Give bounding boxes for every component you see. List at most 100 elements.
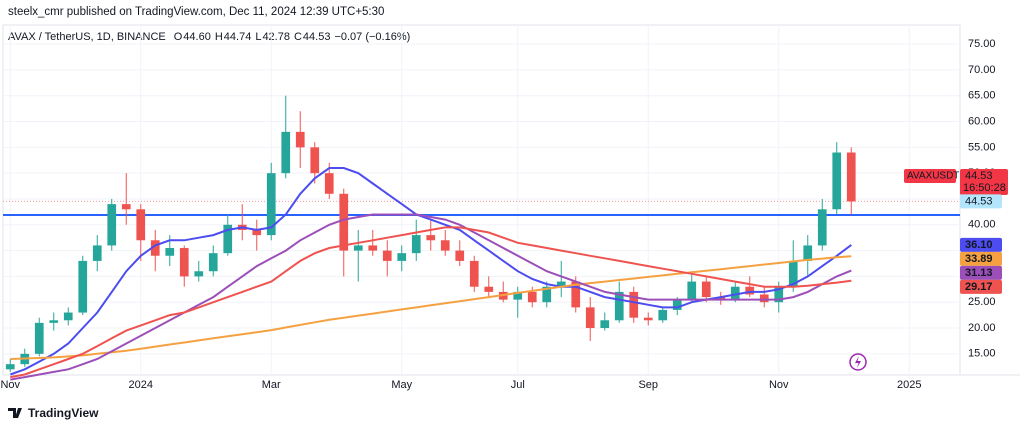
candle-body: [266, 173, 276, 236]
candle-body: [745, 286, 755, 295]
candle-body: [150, 240, 160, 256]
price-tag-label: 29.17: [965, 281, 993, 293]
legend-change: −0.07 (−0.16%): [334, 31, 410, 43]
candle-body: [194, 271, 204, 277]
legend-ohlc-value: 44.60: [183, 31, 211, 43]
legend-ohlc-key: C: [294, 31, 302, 43]
brand-logo: TradingView: [8, 406, 99, 420]
y-tick-label: 20.00: [968, 322, 996, 334]
candle-body: [121, 204, 131, 210]
candle-body: [846, 152, 856, 202]
legend-ohlc-value: 42.78: [262, 31, 290, 43]
last-price-tag: [960, 169, 1008, 195]
last-price-label: 44.53: [965, 170, 993, 182]
y-tick-label: 75.00: [968, 38, 996, 50]
x-tick-label: Mar: [262, 379, 281, 391]
price-tag-label: 36.10: [965, 239, 993, 251]
legend-ohlc-key: H: [215, 31, 223, 43]
candle-body: [310, 147, 320, 174]
event-icon[interactable]: [849, 353, 867, 371]
candle-body: [803, 245, 813, 261]
price-tag: [960, 279, 1002, 294]
countdown-label: 16:50:28: [963, 182, 1006, 194]
candle-body: [571, 281, 581, 308]
candle-body: [759, 294, 769, 303]
x-tick-label: Jul: [511, 379, 525, 391]
price-tag: [960, 237, 1002, 252]
candle-body: [426, 235, 436, 241]
x-tick-label: May: [391, 379, 412, 391]
candle-body: [556, 281, 566, 287]
candle-body: [281, 131, 291, 174]
candle-body: [397, 253, 407, 261]
price-tag-label: 44.53: [965, 195, 993, 207]
price-tag: [960, 265, 1002, 280]
candle-body: [701, 281, 711, 298]
symbol-tag-label: AVAXUSDT: [907, 171, 959, 182]
candle-body: [774, 286, 784, 303]
x-tick-label: Sep: [638, 379, 658, 391]
legend-ohlc-key: L: [255, 31, 261, 43]
candle-body: [687, 281, 697, 300]
moving-average-line: [10, 213, 852, 381]
candle-body: [455, 250, 465, 261]
legend: AVAX / TetherUS, 1D, BINANCE O 44.60 H 44.74…: [8, 31, 410, 43]
candle-body: [585, 307, 595, 329]
plot: 15.0020.0025.0030.0035.0040.0045.0050.00…: [0, 25, 1008, 391]
candle-body: [353, 245, 363, 251]
candle-body: [643, 317, 653, 321]
y-tick-label: 60.00: [968, 115, 996, 127]
candle-body: [469, 260, 479, 287]
price-tag: [960, 194, 1002, 209]
candle-body: [614, 291, 624, 321]
candle-body: [179, 248, 189, 277]
y-tick-label: 65.00: [968, 90, 996, 102]
candle-body: [324, 173, 334, 194]
legend-ohlc-value: 44.53: [303, 31, 331, 43]
candle-body: [817, 209, 827, 246]
candle-body: [165, 248, 175, 256]
candle-body: [5, 364, 15, 370]
candle-body: [208, 253, 218, 272]
y-tick-label: 55.00: [968, 141, 996, 153]
y-tick-label: 40.00: [968, 219, 996, 231]
legend-ohlc-key: O: [174, 31, 183, 43]
moving-average-line: [10, 226, 852, 379]
x-tick-label: Nov: [0, 379, 20, 391]
candle-body: [136, 209, 146, 241]
y-tick-label: 25.00: [968, 296, 996, 308]
candle-body: [78, 260, 88, 313]
candle-body: [658, 309, 668, 321]
price-tag: [960, 251, 1002, 266]
price-tag-label: 33.89: [965, 253, 993, 265]
candle-body: [295, 131, 305, 148]
candle-body: [107, 204, 117, 246]
candle-body: [252, 229, 262, 236]
candle-body: [600, 320, 610, 329]
logo-mark: [8, 408, 22, 418]
moving-average-line: [10, 255, 852, 360]
candle-body: [730, 286, 740, 300]
candle-body: [513, 291, 523, 300]
brand-name: TradingView: [28, 406, 99, 420]
candle-body: [440, 240, 450, 251]
symbol-tag: [904, 169, 956, 183]
candle-body: [382, 250, 392, 261]
candle-body: [672, 299, 682, 310]
legend-symbol: AVAX / TetherUS, 1D, BINANCE: [8, 31, 166, 43]
candle-body: [527, 291, 537, 303]
candle-body: [788, 260, 798, 287]
legend-ohlc-value: 44.74: [224, 31, 252, 43]
y-tick-label: 15.00: [968, 348, 996, 360]
candle-body: [542, 286, 552, 303]
candle-body: [339, 193, 349, 251]
event-icon-bolt: [855, 356, 861, 368]
candle-body: [411, 235, 421, 254]
x-tick-label: Nov: [769, 379, 789, 391]
x-tick-label: 2024: [129, 379, 153, 391]
candle-body: [63, 312, 73, 321]
x-tick-label: 2025: [897, 379, 921, 391]
y-tick-label: 70.00: [968, 64, 996, 76]
